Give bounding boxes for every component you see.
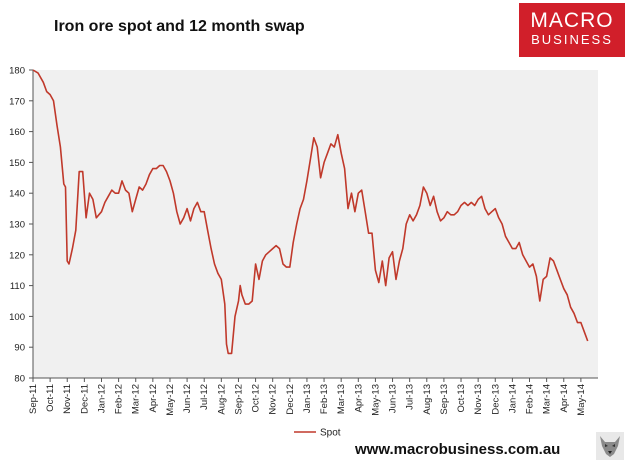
y-tick-label: 120 [9, 250, 25, 261]
x-tick-label: Jan-13 [302, 384, 313, 413]
x-tick-label: May-13 [370, 384, 381, 416]
x-tick-label: Sep-11 [28, 384, 39, 414]
x-tick-label: May-12 [165, 384, 176, 416]
logo-line1: MACRO [530, 9, 614, 32]
x-tick-label: Sep-13 [439, 384, 450, 415]
x-tick-label: Jan-14 [507, 384, 518, 413]
x-tick-label: Jul-13 [405, 384, 416, 410]
x-tick-label: Apr-12 [148, 384, 159, 413]
x-tick-label: Nov-13 [473, 384, 484, 415]
x-tick-label: Mar-14 [542, 384, 553, 414]
y-tick-label: 140 [9, 189, 25, 200]
x-tick-label: Mar-13 [336, 384, 347, 414]
y-tick-label: 150 [9, 158, 25, 169]
y-tick-label: 170 [9, 96, 25, 107]
legend-label-spot: Spot [320, 428, 341, 439]
macrobusiness-logo: MACRO BUSINESS [519, 3, 625, 57]
y-tick-label: 180 [9, 66, 25, 77]
x-tick-label: Apr-13 [353, 384, 364, 413]
x-tick-label: Feb-13 [319, 384, 330, 414]
y-tick-label: 160 [9, 127, 25, 138]
y-tick-label: 100 [9, 312, 25, 323]
x-tick-label: Feb-12 [114, 384, 125, 414]
y-tick-label: 110 [10, 281, 25, 292]
x-tick-label: Oct-13 [456, 384, 467, 413]
x-tick-label: Oct-12 [251, 384, 262, 413]
y-tick-label: 130 [9, 220, 25, 231]
x-tick-label: Jun-13 [388, 384, 399, 413]
x-tick-label: May-14 [576, 384, 587, 416]
y-tick-label: 80 [14, 374, 25, 385]
x-tick-label: Sep-12 [233, 384, 244, 415]
y-tick-label: 90 [14, 343, 25, 354]
chart-title: Iron ore spot and 12 month swap [54, 18, 305, 35]
plot-background [33, 70, 598, 378]
x-tick-label: Nov-12 [268, 384, 279, 415]
logo-line2: BUSINESS [531, 32, 613, 47]
x-tick-label: Dec-13 [490, 384, 501, 415]
x-tick-label: Apr-14 [559, 384, 570, 413]
x-tick-label: Dec-12 [285, 384, 296, 415]
x-tick-label: Dec-11 [79, 384, 90, 414]
wolf-icon [596, 432, 624, 460]
x-tick-label: Feb-14 [525, 384, 536, 414]
x-tick-label: Nov-11 [62, 384, 73, 414]
x-tick-label: Mar-12 [131, 384, 142, 414]
x-tick-label: Jul-12 [199, 384, 210, 410]
x-tick-label: Aug-13 [422, 384, 433, 415]
x-tick-label: Oct-11 [45, 384, 56, 412]
footer-url: www.macrobusiness.com.au [355, 441, 561, 458]
x-tick-label: Jan-12 [96, 384, 107, 413]
x-tick-label: Jun-12 [182, 384, 193, 413]
series-line-spot [32, 69, 589, 355]
x-tick-label: Aug-12 [216, 384, 227, 415]
